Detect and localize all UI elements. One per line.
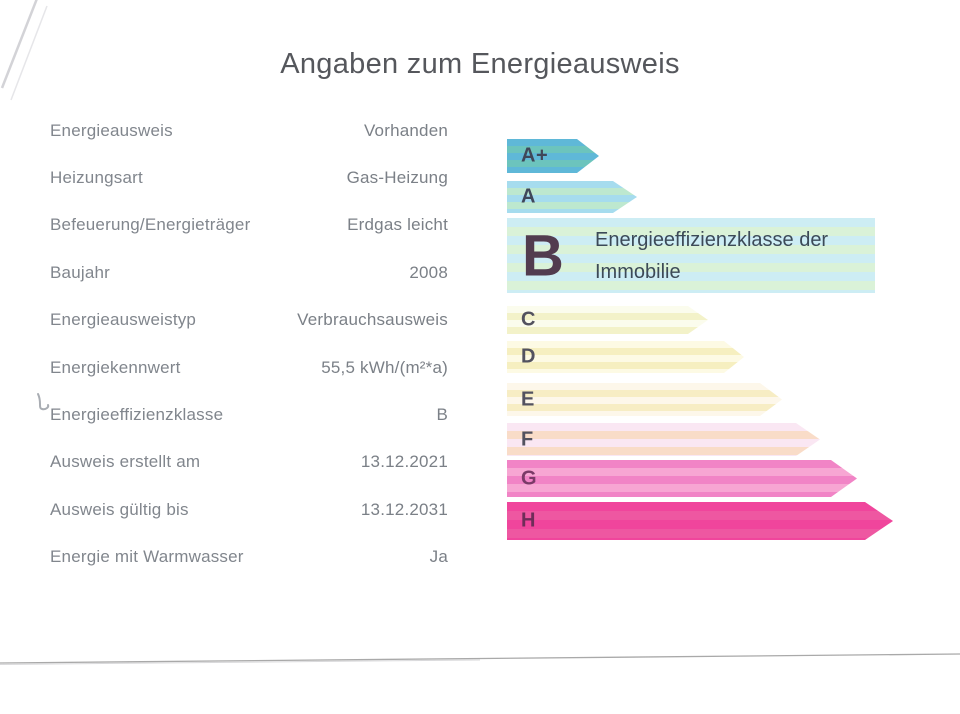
- detail-row: Energie mit Warmwasser Ja: [50, 534, 448, 581]
- detail-label: Energieausweis: [50, 120, 173, 140]
- detail-label: Energiekennwert: [50, 357, 181, 377]
- energy-class-bar-A+: A+: [507, 139, 599, 173]
- energy-class-bar-D: D: [507, 341, 744, 373]
- detail-label: Energieausweistyp: [50, 310, 197, 330]
- energy-class-letter: A+: [521, 144, 549, 167]
- detail-value: 13.12.2031: [360, 499, 448, 519]
- energy-class-bar-A: A: [507, 181, 637, 213]
- detail-label: Energie mit Warmwasser: [50, 547, 244, 567]
- detail-value: Gas-Heizung: [346, 168, 448, 188]
- energy-class-letter: E: [521, 388, 535, 410]
- detail-row: Energieausweis Vorhanden: [50, 107, 448, 154]
- detail-label: Heizungsart: [50, 168, 143, 188]
- details-table: Energieausweis Vorhanden Heizungsart Gas-He…: [50, 107, 448, 581]
- energy-class-letter: D: [521, 345, 536, 368]
- detail-label: Befeuerung/Energieträger: [50, 215, 251, 235]
- energy-class-letter: G: [521, 467, 538, 489]
- detail-value: 55,5 kWh/(m²*a): [321, 357, 448, 377]
- detail-row: Befeuerung/Energieträger Erdgas leicht: [50, 202, 448, 249]
- detail-label: Energieeffizienzklasse: [50, 405, 224, 425]
- detail-value: Erdgas leicht: [347, 215, 448, 235]
- detail-row: Ausweis gültig bis 13.12.2031: [50, 486, 448, 533]
- energy-class-bar-B: B Energieeffizienzklasse der Immobilie: [507, 218, 875, 293]
- highlight-note-line1: Energieeffizienzklasse der: [595, 228, 829, 251]
- detail-value: Vorhanden: [363, 120, 448, 140]
- detail-value: 13.12.2021: [360, 452, 448, 472]
- detail-label: Baujahr: [50, 262, 110, 282]
- energy-class-letter: A: [521, 185, 536, 208]
- energy-class-letter: C: [521, 308, 536, 331]
- energy-class-letter: H: [521, 509, 536, 532]
- detail-label: Ausweis erstellt am: [50, 452, 201, 472]
- detail-row: Energieeffizienzklasse B: [50, 391, 448, 438]
- energy-class-bar-C: C: [507, 306, 708, 334]
- page-title: Angaben zum Energieausweis: [280, 48, 680, 80]
- detail-label: Ausweis gültig bis: [50, 499, 189, 519]
- energy-class-letter: B: [522, 223, 564, 288]
- page-bottom-edge-artifact: [0, 653, 960, 665]
- detail-value: Verbrauchsausweis: [297, 310, 448, 330]
- energy-class-bar-H: H: [507, 502, 893, 540]
- detail-row: Heizungsart Gas-Heizung: [50, 154, 448, 201]
- detail-row: Baujahr 2008: [50, 249, 448, 296]
- energy-class-bar-G: G: [507, 460, 857, 497]
- detail-row: Ausweis erstellt am 13.12.2021: [50, 439, 448, 486]
- detail-value: Ja: [429, 547, 448, 567]
- highlight-note-line2: Immobilie: [595, 260, 681, 283]
- energy-class-bar-E: E: [507, 383, 782, 416]
- detail-row: Energieausweistyp Verbrauchsausweis: [50, 297, 448, 344]
- detail-value: 2008: [409, 262, 448, 282]
- energy-class-bar-F: F: [507, 423, 820, 456]
- highlight-note: Energieeffizienzklasse der Immobilie: [595, 224, 828, 288]
- energy-class-letter: F: [521, 428, 534, 450]
- detail-value: B: [436, 405, 448, 425]
- detail-row: Energiekennwert 55,5 kWh/(m²*a): [50, 344, 448, 391]
